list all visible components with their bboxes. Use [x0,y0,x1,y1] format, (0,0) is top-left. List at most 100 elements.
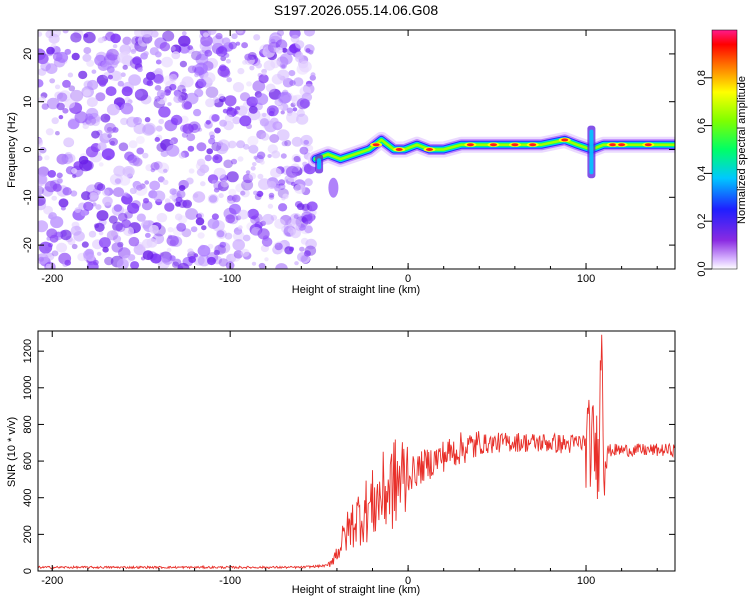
signal-spread-core [317,158,322,170]
noise-blob [48,212,57,220]
noise-blob [244,53,253,61]
noise-blob [81,241,89,248]
noise-region [38,30,318,269]
noise-blob [300,134,313,147]
noise-blob [95,204,102,210]
noise-blob [110,33,121,44]
noise-blob [151,30,159,38]
noise-blob [195,53,209,66]
noise-blob [169,83,177,91]
noise-blob [248,172,257,180]
noise-blob [169,139,175,145]
noise-blob [197,232,205,239]
noise-blob [61,153,74,165]
noise-blob [70,89,84,102]
noise-blob [226,77,232,83]
noise-blob [94,182,104,191]
signal-hotspot-peak [618,143,626,147]
noise-blob [74,207,82,214]
noise-blob [111,242,124,253]
noise-blob [288,70,296,77]
signal-hotspot-peak [644,143,652,147]
noise-blob [211,179,218,185]
noise-blob [52,183,62,192]
noise-blob [49,234,59,243]
noise-blob [169,188,177,195]
noise-blob [217,181,229,192]
noise-blob [295,216,309,228]
noise-blob [214,127,221,134]
noise-blob [246,96,258,107]
colorbar-tick-label: 0.0 [696,261,708,276]
noise-blob [282,77,294,88]
noise-blob [196,142,207,152]
noise-blob [38,79,44,88]
noise-blob [150,162,160,171]
noise-blob [289,213,303,225]
noise-blob [134,30,145,38]
noise-blob [56,153,69,165]
noise-blob [121,51,131,60]
noise-blob [304,245,317,256]
x-tick-label: -100 [219,575,241,587]
noise-blob [268,192,275,198]
snr-frame [37,330,676,572]
signal-track [307,125,675,198]
noise-blob [207,174,219,184]
noise-blob [294,261,299,266]
noise-blob [253,34,261,41]
spectrogram-heatmap [38,30,675,269]
noise-blob [184,152,190,157]
noise-blob [71,243,78,250]
noise-blob [83,249,94,260]
noise-blob [247,208,259,220]
noise-blob [294,51,304,60]
noise-blob [102,196,113,206]
noise-blob [271,150,281,159]
noise-blob [120,102,134,115]
noise-blob [67,72,74,78]
noise-blob [145,232,151,238]
noise-blob [270,59,280,69]
noise-blob [56,102,65,111]
noise-blob [225,59,231,64]
noise-blob [209,134,215,140]
noise-blob [136,213,146,222]
noise-blob [64,259,71,266]
noise-blob [102,246,109,253]
noise-blob [260,132,270,141]
x-tick-label: 0 [405,575,411,587]
noise-blob [129,187,137,194]
noise-blob [142,124,155,136]
noise-blob [148,224,159,234]
noise-blob [215,32,223,40]
noise-blob [68,85,76,92]
noise-blob [268,88,281,100]
noise-blob [222,108,228,114]
noise-blob [264,257,269,262]
noise-blob [175,196,183,204]
noise-blob [134,90,143,98]
noise-blob [41,103,49,110]
noise-blob [96,251,102,256]
y-tick-label: 400 [22,489,34,507]
noise-blob [156,162,170,174]
noise-blob [218,258,228,267]
noise-blob [56,242,68,253]
noise-blob [120,117,129,126]
noise-blob [299,246,305,252]
noise-blob [280,110,285,115]
noise-blob [240,190,246,196]
noise-blob [291,136,303,147]
noise-blob [213,249,220,256]
noise-blob [83,89,91,97]
noise-blob [310,72,316,77]
noise-blob [156,142,167,152]
noise-blob [107,133,112,138]
noise-blob [70,32,82,43]
noise-blob [110,140,115,146]
noise-blob [200,181,206,187]
noise-blob [45,263,52,269]
noise-blob [237,156,244,162]
noise-blob [167,102,172,107]
